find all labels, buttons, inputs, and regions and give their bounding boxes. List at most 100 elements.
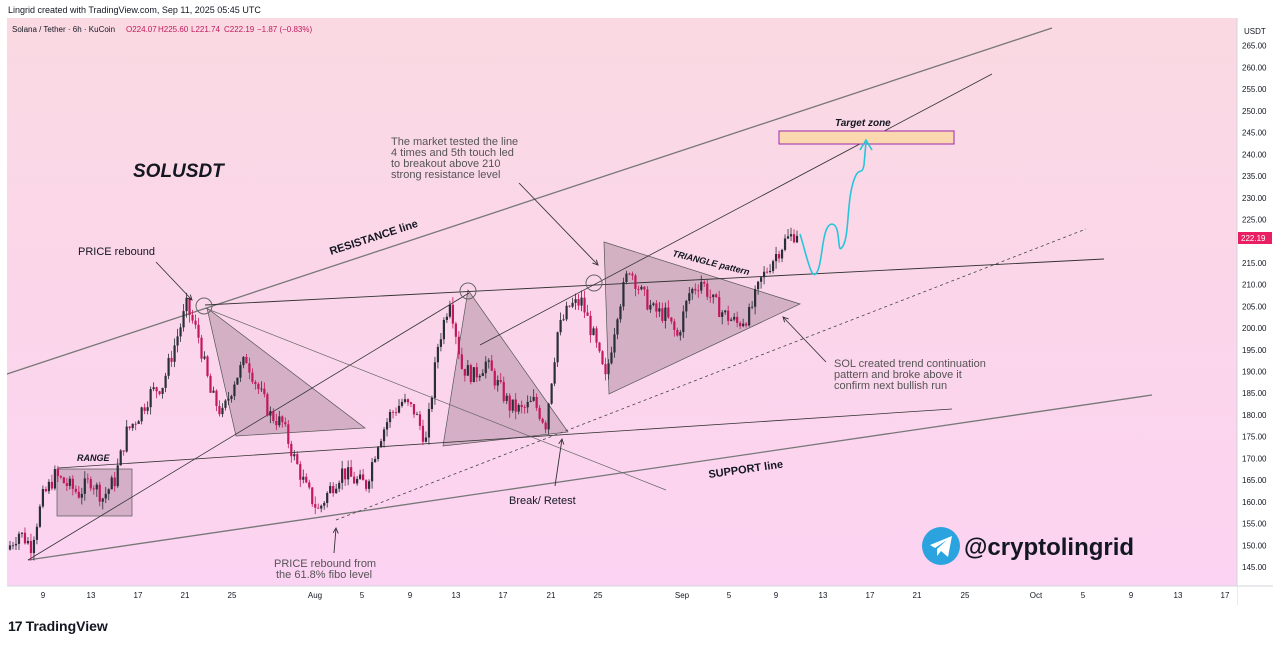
- candle: [406, 398, 410, 406]
- candle: [44, 486, 48, 493]
- candlestick-series: [8, 227, 799, 561]
- candle: [65, 477, 68, 492]
- candle: [795, 230, 799, 244]
- candle: [517, 403, 520, 415]
- candle: [311, 487, 314, 507]
- tradingview-footer[interactable]: 17 TradingView: [8, 617, 108, 635]
- legend-high: H225.60: [158, 25, 189, 34]
- candle: [789, 227, 793, 242]
- candle: [161, 387, 164, 399]
- candle: [370, 458, 374, 489]
- candle: [317, 503, 320, 509]
- candle: [194, 314, 197, 329]
- candle: [759, 276, 763, 289]
- candle: [98, 481, 101, 507]
- candle: [125, 419, 128, 453]
- candle: [697, 284, 700, 298]
- candle: [260, 381, 263, 393]
- candle: [565, 301, 568, 322]
- price-tick-label: 150.00: [1242, 541, 1267, 550]
- candle: [248, 357, 251, 380]
- price-axis-background: [1237, 18, 1273, 605]
- candle: [502, 376, 505, 404]
- candle: [412, 403, 416, 418]
- candle: [739, 321, 742, 330]
- candle: [158, 390, 161, 396]
- candle: [62, 476, 65, 484]
- candle: [777, 250, 781, 263]
- candle: [329, 482, 332, 494]
- trend-lines: [6, 27, 1153, 561]
- time-tick-label: 21: [181, 591, 190, 600]
- candle: [589, 310, 592, 343]
- candle: [338, 480, 341, 493]
- candle: [616, 317, 619, 340]
- sol-note: SOL created trend continuation pattern a…: [834, 358, 986, 392]
- candle: [320, 504, 323, 513]
- candle: [83, 471, 86, 501]
- svg-text:The market tested the line: The market tested the line: [391, 136, 518, 148]
- candle: [421, 419, 425, 446]
- candle: [526, 395, 529, 414]
- candle: [610, 346, 613, 365]
- candle: [661, 302, 664, 324]
- candle: [152, 382, 155, 392]
- candle: [86, 473, 89, 484]
- time-tick-label: 17: [499, 591, 508, 600]
- price-tick-label: 180.00: [1242, 411, 1267, 420]
- candle: [89, 476, 92, 492]
- candle: [350, 460, 353, 477]
- legend-change: −1.87 (−0.83%): [257, 25, 312, 34]
- candle: [38, 504, 42, 529]
- price-tick-label: 155.00: [1242, 520, 1267, 529]
- candle: [628, 272, 631, 276]
- candle: [191, 309, 194, 324]
- candle: [332, 482, 335, 497]
- candle: [658, 302, 661, 318]
- time-tick-label: 9: [1129, 591, 1134, 600]
- candle: [484, 356, 487, 379]
- tradingview-logo-icon: 17: [8, 618, 23, 634]
- time-tick-label: 25: [594, 591, 603, 600]
- candle: [774, 246, 778, 269]
- candle: [230, 394, 233, 403]
- candle: [359, 469, 362, 481]
- candle: [197, 317, 200, 344]
- candle: [269, 406, 272, 424]
- candle: [71, 475, 74, 496]
- time-tick-label: 21: [913, 591, 922, 600]
- candle: [50, 474, 53, 491]
- current-price-tag[interactable]: 222.19: [1238, 232, 1272, 244]
- ticker-title: SOLUSDT: [133, 161, 225, 182]
- candle: [373, 456, 377, 463]
- candle: [236, 377, 239, 385]
- candle: [547, 402, 550, 435]
- touch-circle: [459, 282, 477, 300]
- candle: [649, 299, 652, 313]
- candle: [745, 321, 748, 328]
- time-tick-label: 21: [547, 591, 556, 600]
- candle: [341, 460, 344, 490]
- candle: [323, 501, 326, 510]
- candle: [751, 301, 754, 310]
- time-tick-label: 17: [866, 591, 875, 600]
- legend-open: O224.07: [126, 25, 157, 34]
- price-tick-label: 260.00: [1242, 63, 1267, 72]
- candle: [724, 309, 727, 315]
- candle: [245, 353, 248, 364]
- candle: [625, 270, 628, 285]
- candle: [700, 275, 703, 294]
- svg-text:confirm next bullish run: confirm next bullish run: [834, 380, 947, 392]
- candle: [296, 451, 299, 465]
- candle: [110, 475, 113, 490]
- candle: [119, 449, 122, 466]
- candle: [643, 286, 646, 296]
- candle: [59, 475, 62, 480]
- candle: [32, 536, 36, 561]
- tradingview-brand: TradingView: [25, 618, 108, 634]
- candle: [302, 469, 305, 484]
- touch-markers: [195, 274, 603, 315]
- candle: [637, 285, 640, 295]
- candle: [227, 392, 230, 405]
